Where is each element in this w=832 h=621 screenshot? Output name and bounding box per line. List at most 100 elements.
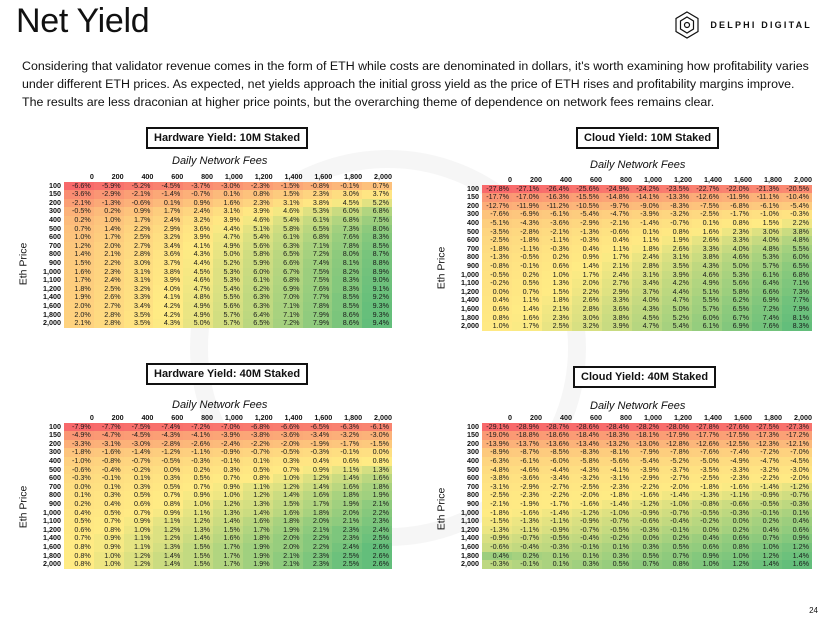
table-cell: -14.1% xyxy=(632,193,662,202)
row-header: 150 xyxy=(49,189,61,199)
table-cell: 1.7% xyxy=(153,207,184,216)
table-cell: -1.8% xyxy=(512,236,542,245)
table-cell: 2.1% xyxy=(272,559,303,569)
table-cell: 5.3% xyxy=(213,267,243,277)
table-cell: -4.4% xyxy=(542,465,572,475)
table-row: 300 -7.6% -6.9% -6.1% -5.4% -4.7% -3.9% -3.2% -2… xyxy=(452,210,812,219)
table-cell: 3.0% xyxy=(572,313,602,323)
table-cell: 0.5% xyxy=(632,551,662,561)
table-cell: 1.3% xyxy=(242,499,273,509)
row-header: 600 xyxy=(467,235,479,245)
table-cell: 3.2% xyxy=(572,321,602,331)
table-cell: 7.1% xyxy=(302,241,333,251)
table-cell: -21.3% xyxy=(752,184,782,194)
cloud-40m-title: Cloud Yield: 40M Staked xyxy=(573,366,717,388)
table-cell: 1.5% xyxy=(183,551,214,561)
column-header: 1,600 xyxy=(734,175,752,184)
fees-axis-label: Daily Network Fees xyxy=(172,399,268,411)
table-cell: 0.7% xyxy=(512,287,542,297)
table-cell: 1.6% xyxy=(213,534,243,543)
table-cell: 1.0% xyxy=(482,321,512,331)
table-cell: 0.0% xyxy=(692,525,722,535)
table-cell: 1.7% xyxy=(64,276,94,285)
column-header: 0 xyxy=(89,413,94,422)
table-cell: -1.6% xyxy=(722,482,752,492)
table-cell: 0.1% xyxy=(153,198,184,208)
table-cell: 1.7% xyxy=(512,321,542,331)
table-cell: -1.0% xyxy=(602,508,632,518)
table-cell: 0.1% xyxy=(602,542,632,552)
table-cell: -15.5% xyxy=(572,193,602,202)
table-row: 1,400 0.4% 1.1% 1.8% 2.6% 3.3% 4.0% 4.7% 5.5% 6.2… xyxy=(452,296,812,305)
table-cell: -12.6% xyxy=(692,439,722,449)
table-cell: 1.2% xyxy=(722,559,752,569)
table-cell: 1.7% xyxy=(93,233,124,242)
table-row: 2,000 0.8% 1.0% 1.2% 1.4% 1.5% 1.7% 1.9% 2.1% 2.3… xyxy=(34,559,392,569)
table-cell: -6.1% xyxy=(542,210,572,219)
table-cell: 0.8% xyxy=(242,190,273,199)
table-cell: 5.6% xyxy=(213,301,243,311)
column-header: 1,400 xyxy=(284,172,303,181)
table-cell: 0.4% xyxy=(692,534,722,543)
table-cell: 1.2% xyxy=(64,241,94,251)
table-cell: 7.5% xyxy=(302,267,333,277)
table-cell: 1.3% xyxy=(153,542,184,552)
table-cell: 5.2% xyxy=(362,198,392,208)
table-cell: 5.3% xyxy=(722,270,752,280)
table-cell: 3.4% xyxy=(632,279,662,288)
table-cell: 0.7% xyxy=(752,534,782,543)
table-cell: 0.9% xyxy=(153,508,184,518)
table-cell: 0.9% xyxy=(692,551,722,561)
table-cell: 1.7% xyxy=(123,215,154,225)
table-cell: 2.8% xyxy=(572,304,602,314)
row-header: 300 xyxy=(467,447,479,457)
intro-line: under different ETH prices. As expected,… xyxy=(22,77,795,91)
table-cell: -1.3% xyxy=(572,227,602,237)
table-cell: 2.3% xyxy=(332,525,363,535)
column-header: 0 xyxy=(508,413,512,422)
table-cell: -1.8% xyxy=(692,482,722,492)
table-cell: 1.4% xyxy=(332,474,363,483)
table-cell: -7.9% xyxy=(64,422,94,432)
table-cell: 1.2% xyxy=(782,542,812,552)
table-cell: 7.1% xyxy=(272,310,303,320)
table-cell: 7.2% xyxy=(272,318,303,328)
table-cell: -1.3% xyxy=(512,517,542,526)
table-cell: -2.9% xyxy=(93,190,124,199)
table-cell: -4.7% xyxy=(602,210,632,219)
table-cell: 1.2% xyxy=(272,482,303,492)
table-row: 150 -17.7% -17.0% -16.3% -15.5% -14.8% -14.1% -… xyxy=(452,193,812,202)
table-cell: 0.3% xyxy=(213,465,243,475)
table-row: 150 -4.9% -4.7% -4.5% -4.3% -4.1% -3.9% -3.8% -3… xyxy=(34,431,392,440)
table-cell: -1.0% xyxy=(752,210,782,219)
table-cell: -3.9% xyxy=(632,465,662,475)
table-cell: 4.4% xyxy=(662,287,692,297)
table-cell: 0.4% xyxy=(302,456,333,466)
table-cell: -10.4% xyxy=(782,193,812,202)
table-cell: 1.5% xyxy=(752,218,782,228)
table-cell: 4.6% xyxy=(183,276,214,285)
table-cell: 6.6% xyxy=(752,287,782,297)
table-cell: -12.6% xyxy=(692,193,722,202)
table-cell: -3.6% xyxy=(272,431,303,440)
row-header: 1,800 xyxy=(461,312,479,322)
table-cell: -6.5% xyxy=(302,422,333,432)
table-cell: 8.7% xyxy=(362,250,392,259)
table-cell: 0.2% xyxy=(512,551,542,561)
table-cell: -5.2% xyxy=(662,456,692,466)
table-cell: 4.7% xyxy=(662,296,692,305)
table-cell: 8.2% xyxy=(332,267,363,277)
table-cell: -19.0% xyxy=(482,431,512,440)
table-cell: 4.5% xyxy=(183,267,214,277)
table-cell: -0.1% xyxy=(512,261,542,271)
table-cell: 5.7% xyxy=(752,261,782,271)
table-cell: 1.3% xyxy=(213,508,243,518)
table-cell: -17.2% xyxy=(782,431,812,440)
table-cell: 2.4% xyxy=(362,525,392,535)
column-header: 1,800 xyxy=(764,175,782,184)
table-cell: -2.9% xyxy=(512,482,542,492)
table-cell: 2.3% xyxy=(362,517,392,526)
table-cell: 2.4% xyxy=(153,215,184,225)
table-cell: 2.3% xyxy=(302,559,333,569)
table-row: 600 1.0% 1.7% 2.5% 3.2% 3.9% 4.7% 5.4% 6.1% 6.8% 7… xyxy=(34,233,392,242)
